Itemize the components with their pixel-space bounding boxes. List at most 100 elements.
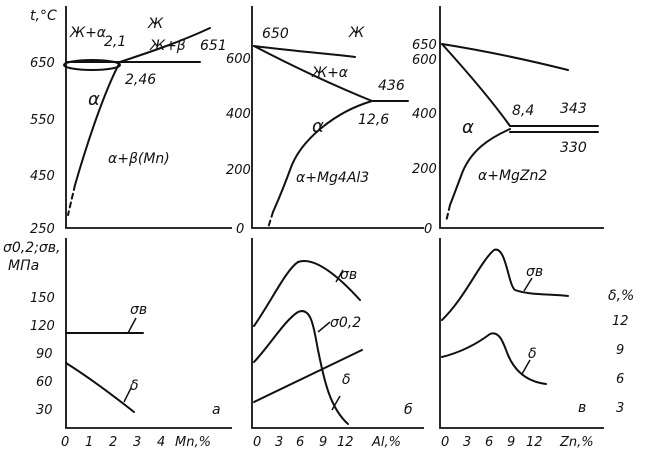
point-label: 2,1 xyxy=(104,34,126,50)
tick-label: 400 xyxy=(412,107,437,122)
solidus-curve xyxy=(253,45,373,102)
tick-label: 9 xyxy=(319,435,327,450)
curve-label: σв xyxy=(526,264,543,280)
tick-label: 550 xyxy=(30,113,55,128)
liquidus-solidus-loop xyxy=(63,59,121,71)
alpha-solvus-dashed xyxy=(267,211,274,229)
curve-label: δ xyxy=(130,378,139,394)
point-label: 343 xyxy=(560,101,587,117)
tick-label: 200 xyxy=(412,162,437,177)
point-label: 436 xyxy=(378,78,405,94)
curve-label: δ xyxy=(528,346,537,362)
leader-line xyxy=(521,359,531,375)
leader-line xyxy=(523,277,533,292)
tick-label: 250 xyxy=(30,222,55,237)
x-axis-label: Al,% xyxy=(371,435,401,450)
panel-c-top-axes xyxy=(439,6,604,229)
tick-label: 0 xyxy=(424,222,432,237)
tick-label: 1 xyxy=(85,435,93,450)
leader-line xyxy=(335,269,344,283)
tick-label: 6 xyxy=(296,435,304,450)
panel-c-top-y-ticks: 650 600 400 200 0 xyxy=(412,38,437,237)
phase-label: α+β(Mn) xyxy=(108,151,170,167)
panel-a-top-y-ticks: 650 550 450 250 xyxy=(30,56,55,237)
curve-label: σ0,2 xyxy=(330,315,361,331)
sigma-b-curve xyxy=(441,248,569,321)
panel-b-bottom-axes xyxy=(251,238,424,429)
tick-label: 0 xyxy=(253,435,261,450)
point-label: 330 xyxy=(560,140,587,156)
tick-label: 200 xyxy=(226,163,251,178)
point-label: 12,6 xyxy=(358,112,389,128)
panel-c-right-y-ticks: 12 9 6 3 xyxy=(612,314,629,416)
tick-label: 12 xyxy=(526,435,543,450)
alpha-solvus-curve xyxy=(74,61,121,186)
tick-label: 400 xyxy=(226,107,251,122)
leader-line xyxy=(123,387,132,403)
curve-label: σв xyxy=(130,302,147,318)
tick-label: 2 xyxy=(109,435,117,450)
tick-label: 30 xyxy=(36,403,53,418)
tick-label: 3 xyxy=(275,435,283,450)
alpha-solvus-dashed xyxy=(445,204,451,223)
panel-a-x-ticks: 0 1 2 3 4 xyxy=(61,435,165,450)
liquidus-curve xyxy=(253,45,356,58)
phase-label: Ж xyxy=(147,16,164,32)
tick-label: 0 xyxy=(441,435,449,450)
tick-label: 12 xyxy=(612,314,629,329)
panel-a-bottom-y-ticks: 150 120 90 60 30 xyxy=(30,291,55,418)
alpha-solvus-dashed xyxy=(67,184,76,216)
panel-a-bottom-axes xyxy=(65,238,232,429)
panel-letter: а xyxy=(212,402,221,418)
tick-label: 60 xyxy=(36,375,53,390)
tick-label: 0 xyxy=(61,435,69,450)
tick-label: 650 xyxy=(30,56,55,71)
panel-c-bottom-curves xyxy=(441,248,569,385)
delta-curve xyxy=(65,362,135,413)
panel-b-bottom-curves xyxy=(253,260,363,425)
tick-label: 9 xyxy=(616,343,624,358)
panel-b-x-ticks: 0 3 6 9 12 xyxy=(253,435,354,450)
phase-label: α xyxy=(88,89,100,110)
panel-a-bottom-curves xyxy=(65,317,144,413)
phase-label: α xyxy=(462,117,474,138)
phase-label: α+MgZn2 xyxy=(478,168,547,184)
sigma-b-curve xyxy=(253,260,361,327)
tick-label: 0 xyxy=(236,222,244,237)
tick-label: 3 xyxy=(463,435,471,450)
panel-a-top-axes xyxy=(65,6,232,229)
leader-line xyxy=(331,395,341,411)
point-label: 2,46 xyxy=(125,72,156,88)
bottom-y-axis-label-1: σ0,2;σв, xyxy=(3,240,60,256)
point-label: 8,4 xyxy=(512,103,534,119)
delta-curve xyxy=(441,332,547,385)
tick-label: 600 xyxy=(226,52,251,67)
tick-label: 650 xyxy=(412,38,437,53)
panel-letter: б xyxy=(404,402,413,418)
panel-b-top-curves xyxy=(253,45,409,229)
x-axis-label: Mn,% xyxy=(175,435,211,450)
phase-label: α+Mg4Al3 xyxy=(296,170,369,186)
curve-label: σв xyxy=(340,267,357,283)
phase-label: Ж+β xyxy=(149,38,186,54)
leader-line xyxy=(317,321,331,333)
tick-label: 120 xyxy=(30,319,55,334)
tick-label: 4 xyxy=(157,435,165,450)
liquidus-curve xyxy=(441,43,569,71)
right-y-axis-label: δ,% xyxy=(608,288,634,304)
tick-label: 450 xyxy=(30,169,55,184)
panel-b-top-axes xyxy=(251,6,424,229)
phase-label: Ж+α xyxy=(311,65,349,81)
panel-c-top-curves xyxy=(441,43,599,223)
top-y-axis-label: t,°C xyxy=(30,8,57,24)
x-axis-label: Zn,% xyxy=(559,435,594,450)
phase-label: Ж+α xyxy=(69,25,107,41)
tick-label: 150 xyxy=(30,291,55,306)
tick-label: 9 xyxy=(507,435,515,450)
tick-label: 6 xyxy=(616,372,624,387)
tick-label: 3 xyxy=(616,401,624,416)
liquidus-beta-curve xyxy=(119,27,211,63)
delta-curve xyxy=(253,349,363,403)
bottom-y-axis-label-2: МПа xyxy=(8,258,39,274)
